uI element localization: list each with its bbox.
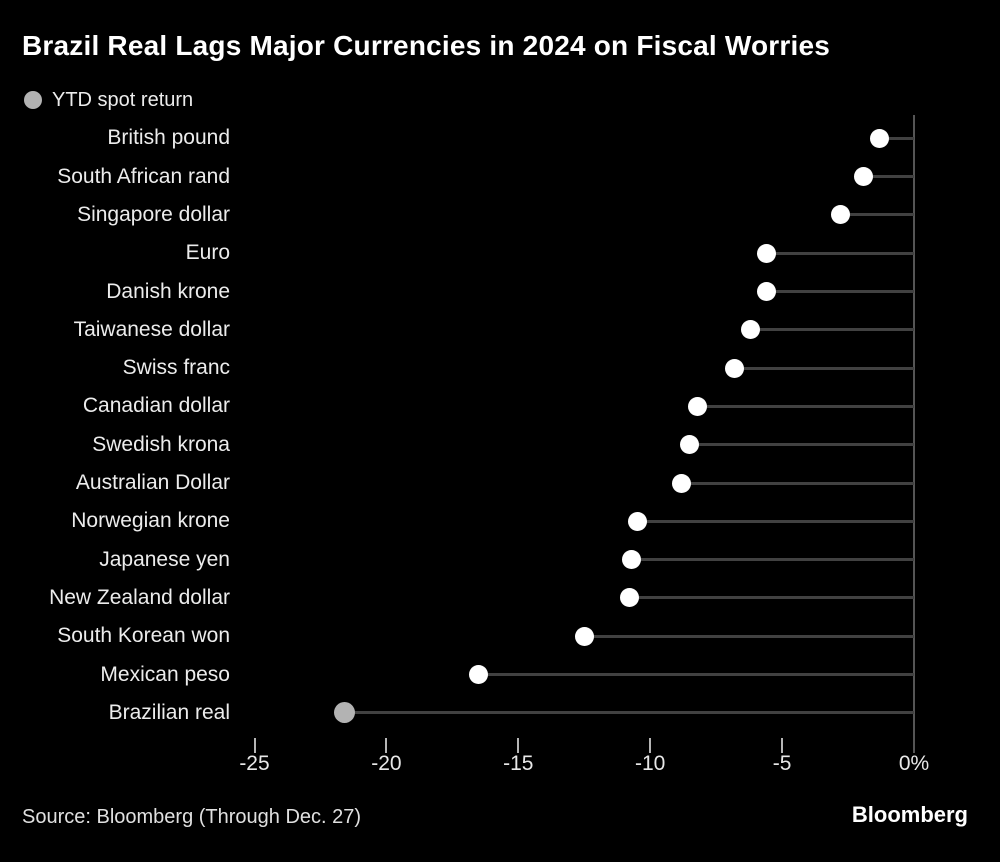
x-tick-label: -10: [635, 752, 666, 775]
data-dot: [469, 665, 489, 684]
x-axis-zero-line: [913, 115, 915, 753]
stem-line: [631, 558, 914, 562]
stem-line: [863, 175, 914, 179]
x-tick-mark: [385, 738, 388, 753]
legend-label: YTD spot return: [52, 88, 194, 111]
stem-line: [584, 634, 914, 638]
x-tick-label: -5: [772, 752, 792, 775]
data-dot: [740, 320, 760, 340]
category-label: Mexican peso: [100, 662, 230, 686]
category-label: Swedish krona: [92, 432, 230, 456]
source-note: Source: Bloomberg (Through Dec. 27): [22, 806, 362, 828]
category-label: South Korean won: [57, 624, 230, 648]
legend-dot-icon: [24, 91, 42, 109]
category-label: Swiss franc: [122, 356, 230, 380]
category-label: Australian Dollar: [75, 471, 230, 494]
data-dot: [688, 396, 708, 416]
x-tick-label: 0%: [898, 752, 930, 775]
legend: YTD spot return: [24, 88, 193, 112]
x-tick-mark: [517, 738, 520, 753]
x-tick-mark: [649, 738, 652, 753]
category-label: Taiwanese dollar: [73, 317, 230, 341]
bloomberg-logo: Bloomberg: [851, 802, 968, 827]
category-label: Brazilian real: [108, 700, 230, 724]
stem-line: [478, 673, 914, 676]
category-label: British pound: [107, 126, 230, 150]
x-tick-mark: [781, 738, 784, 753]
stem-line: [879, 136, 914, 140]
x-tick-label: -25: [239, 752, 270, 775]
category-label: Norwegian krone: [71, 509, 230, 533]
stem-line: [689, 443, 914, 447]
stem-line: [766, 251, 914, 255]
x-tick-label: -15: [503, 752, 534, 775]
data-dot: [680, 435, 700, 455]
stem-line: [840, 213, 914, 217]
category-label: Euro: [185, 241, 230, 265]
stem-line: [637, 519, 914, 523]
category-label: New Zealand dollar: [49, 585, 230, 609]
data-dot: [870, 128, 890, 148]
chart-title: Brazil Real Lags Major Currencies in 202…: [22, 30, 831, 61]
category-label: Japanese yen: [99, 547, 230, 571]
data-dot: [619, 588, 639, 608]
stem-line: [766, 290, 914, 293]
data-dot: [756, 282, 776, 301]
stem-line: [681, 481, 914, 485]
data-dot: [854, 167, 874, 187]
data-dot: [725, 358, 745, 378]
stem-line: [629, 596, 914, 600]
stem-line: [344, 711, 914, 715]
stem-line: [734, 366, 914, 370]
data-dot: [574, 626, 594, 646]
data-dot: [756, 243, 776, 263]
data-dot: [627, 511, 647, 531]
stem-line: [750, 328, 914, 332]
x-tick-mark: [253, 738, 256, 753]
category-label: Danish krone: [106, 279, 230, 303]
data-dot: [672, 473, 692, 493]
x-tick-label: -20: [371, 752, 402, 775]
category-label: Singapore dollar: [77, 202, 230, 226]
category-label: South African rand: [57, 164, 230, 188]
category-label: Canadian dollar: [82, 394, 230, 418]
data-dot: [622, 550, 642, 570]
data-dot: [830, 205, 850, 225]
stem-line: [697, 404, 914, 408]
data-dot-highlight: [333, 702, 355, 724]
